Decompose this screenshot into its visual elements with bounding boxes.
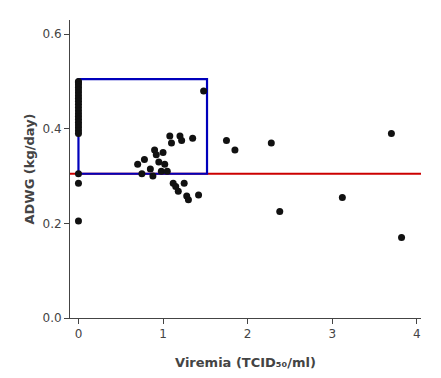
svg-text:4: 4 <box>413 327 421 341</box>
svg-text:0: 0 <box>75 327 83 341</box>
svg-text:2: 2 <box>244 327 252 341</box>
svg-text:Viremia (TCID₅₀/ml): Viremia (TCID₅₀/ml) <box>175 355 316 370</box>
svg-text:0.4: 0.4 <box>43 122 62 136</box>
svg-text:ADWG (kg/day): ADWG (kg/day) <box>22 113 37 224</box>
svg-text:0.0: 0.0 <box>43 311 62 325</box>
svg-text:3: 3 <box>328 327 336 341</box>
svg-text:0.6: 0.6 <box>43 27 62 41</box>
svg-text:1: 1 <box>159 327 167 341</box>
svg-text:0.2: 0.2 <box>43 217 62 231</box>
